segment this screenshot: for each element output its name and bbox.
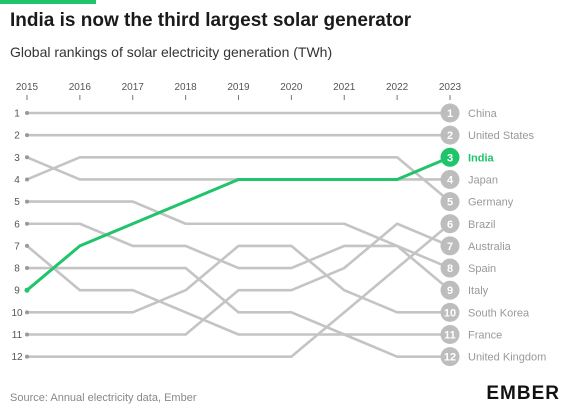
end-rank-badge: [440, 147, 460, 167]
start-point: [25, 111, 29, 115]
y-tick-label: 11: [12, 330, 23, 341]
start-point: [25, 155, 29, 160]
y-tick-label: 12: [11, 352, 23, 363]
end-rank-badge: [440, 302, 460, 322]
series-label: Germany: [468, 197, 514, 209]
series-line: [25, 266, 452, 336]
end-rank-label: 1: [447, 108, 453, 120]
y-tick-label: 3: [14, 153, 20, 164]
y-tick-label: 7: [14, 241, 20, 252]
series-line: [25, 222, 452, 270]
end-rank-label: 7: [447, 241, 453, 253]
end-rank-badge: [440, 125, 460, 145]
start-point: [25, 221, 29, 226]
start-point: [25, 177, 29, 182]
series-label: United States: [468, 130, 535, 142]
x-tick-label: 2016: [69, 82, 92, 93]
source-note: Source: Annual electricity data, Ember: [10, 392, 197, 404]
end-rank-label: 12: [444, 352, 456, 364]
x-tick-label: 2021: [333, 82, 356, 93]
start-point: [25, 199, 29, 204]
series-label: China: [468, 108, 498, 120]
start-point: [25, 354, 29, 359]
y-tick-label: 6: [14, 219, 20, 230]
end-rank-label: 10: [444, 307, 456, 319]
chart-subtitle: Global rankings of solar electricity gen…: [10, 44, 333, 60]
start-point: [25, 332, 29, 337]
series-label: France: [468, 330, 502, 342]
series-line: [25, 222, 452, 358]
y-tick-label: 4: [14, 175, 20, 186]
start-point: [25, 133, 29, 138]
accent-bar: [0, 0, 96, 4]
x-tick-label: 2019: [227, 82, 250, 93]
y-tick-label: 2: [14, 131, 20, 142]
x-tick-label: 2023: [439, 82, 462, 93]
x-tick-label: 2020: [280, 82, 303, 93]
series-line: [25, 155, 452, 292]
series-label: India: [468, 152, 495, 164]
series-label: Spain: [468, 263, 496, 275]
x-tick-label: 2017: [122, 82, 145, 93]
series-line: [25, 200, 452, 292]
series-label: Japan: [468, 174, 498, 186]
chart-title: India is now the third largest solar gen…: [10, 10, 412, 31]
x-tick-label: 2015: [16, 82, 39, 93]
end-rank-label: 6: [447, 219, 453, 231]
series-line: [25, 244, 452, 314]
end-rank-label: 3: [447, 152, 453, 164]
end-rank-label: 8: [447, 263, 453, 275]
end-rank-label: 4: [447, 174, 454, 186]
y-tick-label: 9: [14, 286, 20, 297]
end-rank-badge: [440, 192, 460, 212]
end-rank-badge: [440, 325, 460, 344]
series-label: Australia: [468, 241, 512, 253]
end-rank-badge: [440, 236, 460, 256]
y-tick-label: 10: [11, 308, 23, 319]
end-rank-label: 11: [444, 330, 456, 342]
series-label: South Korea: [468, 307, 530, 319]
end-rank-badge: [440, 347, 460, 367]
series-line: [25, 156, 452, 203]
ember-logo: EMBER: [486, 383, 560, 404]
y-tick-label: 8: [14, 264, 20, 275]
series-line: [25, 156, 452, 181]
x-tick-label: 2022: [386, 82, 409, 93]
end-rank-badge: [440, 214, 460, 234]
series-label: Italy: [468, 285, 489, 297]
series-label: United Kingdom: [468, 352, 546, 364]
end-rank-badge: [440, 169, 460, 189]
end-rank-label: 2: [447, 130, 453, 142]
end-rank-badge: [440, 258, 460, 278]
start-point: [24, 287, 30, 293]
end-rank-badge: [440, 103, 460, 123]
end-rank-label: 5: [447, 197, 453, 209]
y-tick-label: 1: [14, 109, 20, 120]
start-point: [25, 310, 29, 315]
series-line: [25, 244, 452, 358]
end-rank-label: 9: [447, 285, 453, 297]
start-point: [25, 243, 29, 248]
start-point: [25, 266, 29, 271]
series-label: Brazil: [468, 219, 496, 231]
x-tick-label: 2018: [175, 82, 198, 93]
end-rank-badge: [440, 280, 460, 300]
y-tick-label: 5: [14, 197, 20, 208]
